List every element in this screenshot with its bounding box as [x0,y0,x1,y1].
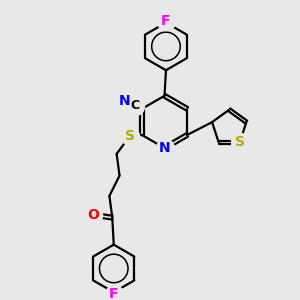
Text: C: C [131,99,140,112]
Text: N: N [159,141,170,155]
Text: S: S [235,135,245,149]
Text: S: S [125,129,135,143]
Text: N: N [119,94,130,108]
Text: F: F [109,287,118,300]
Text: F: F [161,14,171,28]
Text: O: O [88,208,99,222]
